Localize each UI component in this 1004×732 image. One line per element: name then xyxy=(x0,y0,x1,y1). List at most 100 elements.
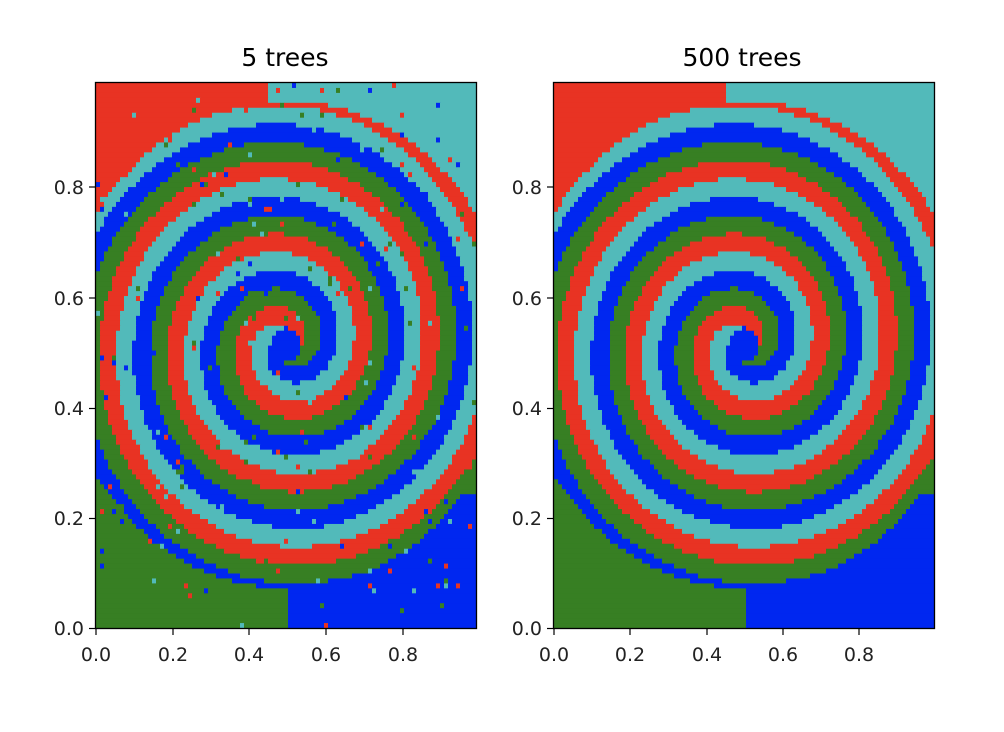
region-cell-blue xyxy=(360,162,393,168)
region-cell-red xyxy=(782,266,807,272)
region-cell-teal xyxy=(96,226,101,233)
region-cell-teal xyxy=(340,211,369,218)
region-cell-green xyxy=(304,320,321,327)
region-cell-blue xyxy=(424,221,445,228)
region-cell-blue xyxy=(634,469,659,475)
region-cell-blue xyxy=(376,385,393,391)
region-cell-red xyxy=(392,419,417,426)
region-cell-red xyxy=(702,390,731,396)
region-cell-red xyxy=(810,345,831,352)
region-cell-green xyxy=(894,350,915,357)
region-cell-red xyxy=(420,162,437,168)
region-cell-green xyxy=(590,211,615,218)
region-cell-blue xyxy=(436,419,453,426)
region-cell-blue xyxy=(408,548,477,555)
region-cell-green xyxy=(96,315,105,322)
region-cell-red xyxy=(176,400,193,406)
region-cell-red xyxy=(634,405,655,411)
region-cell-red xyxy=(420,345,441,352)
region-cell-blue xyxy=(140,177,169,183)
region-cell-green xyxy=(220,380,241,386)
region-cell-red xyxy=(626,365,643,371)
region-cell-teal xyxy=(638,127,687,134)
region-cell-red xyxy=(148,216,177,223)
region-cell-blue xyxy=(456,325,465,332)
region-cell-teal xyxy=(440,444,461,451)
region-cell-green xyxy=(806,479,843,485)
region-cell-red xyxy=(694,370,715,376)
region-cell-green xyxy=(124,489,149,495)
region-cell-red xyxy=(758,340,763,347)
region-cell-green xyxy=(176,439,197,446)
region-cell-red xyxy=(874,157,891,163)
region-cell-green xyxy=(268,429,301,436)
region-cell-blue xyxy=(898,256,919,262)
region-cell-blue xyxy=(914,340,931,347)
region-cell-blue xyxy=(200,494,237,500)
region-cell-red xyxy=(168,345,185,352)
region-cell-teal xyxy=(830,419,851,426)
region-cell-blue xyxy=(554,236,571,243)
region-cell-blue xyxy=(810,414,835,421)
region-cell-blue xyxy=(910,370,927,376)
region-cell-blue xyxy=(586,514,603,520)
region-cell-green xyxy=(424,514,445,520)
region-cell-blue xyxy=(96,266,101,272)
region-cell-green xyxy=(662,474,695,480)
region-cell-blue xyxy=(662,330,679,337)
region-cell-green xyxy=(368,301,385,307)
region-cell-blue xyxy=(212,211,341,218)
region-cell-blue xyxy=(898,410,915,416)
region-cell-green xyxy=(284,231,337,238)
region-cell-green xyxy=(200,241,233,248)
region-cell-blue xyxy=(738,375,775,381)
region-cell-green xyxy=(184,454,209,461)
region-cell-teal xyxy=(120,400,141,406)
region-cell-green xyxy=(678,226,787,233)
region-cell-teal xyxy=(156,429,161,436)
region-cell-blue xyxy=(424,241,429,248)
region-cell-red xyxy=(562,400,579,406)
region-cell-blue xyxy=(778,315,795,322)
region-cell-green xyxy=(878,246,895,253)
region-cell-green xyxy=(554,533,607,540)
region-cell-red xyxy=(468,231,477,238)
region-cell-green xyxy=(160,410,181,416)
region-cell-teal xyxy=(260,177,289,183)
region-cell-red xyxy=(132,469,153,475)
region-cell-red xyxy=(404,147,421,153)
region-cell-teal xyxy=(268,97,477,104)
region-cell-teal xyxy=(184,335,205,342)
region-cell-blue xyxy=(690,578,723,584)
region-cell-red xyxy=(854,414,875,421)
region-cell-teal xyxy=(460,236,473,243)
region-cell-blue xyxy=(164,543,181,550)
region-cell-red xyxy=(352,320,373,327)
region-cell-teal xyxy=(132,112,137,119)
region-cell-blue xyxy=(180,459,193,466)
region-cell-red xyxy=(248,320,305,327)
region-cell-green xyxy=(694,305,723,312)
region-cell-red xyxy=(626,375,643,381)
region-cell-red xyxy=(176,301,197,307)
region-cell-teal xyxy=(344,519,389,525)
region-cell-teal xyxy=(862,310,879,317)
region-cell-green xyxy=(464,469,477,475)
region-cell-red xyxy=(96,147,153,153)
region-cell-green xyxy=(96,543,161,550)
region-cell-teal xyxy=(754,122,823,129)
region-cell-red xyxy=(898,187,919,193)
region-cell-green xyxy=(384,454,413,461)
region-cell-red xyxy=(558,335,575,342)
region-cell-teal xyxy=(646,206,679,213)
region-cell-green xyxy=(586,494,611,500)
region-cell-blue xyxy=(690,201,775,208)
region-cell-green xyxy=(268,291,297,297)
region-cell-red xyxy=(112,424,129,431)
region-cell-blue xyxy=(280,370,321,376)
region-cell-blue xyxy=(428,226,449,233)
region-cell-teal xyxy=(116,370,133,376)
region-cell-blue xyxy=(380,375,397,381)
region-cell-teal xyxy=(602,152,631,158)
region-cell-blue xyxy=(914,345,931,352)
